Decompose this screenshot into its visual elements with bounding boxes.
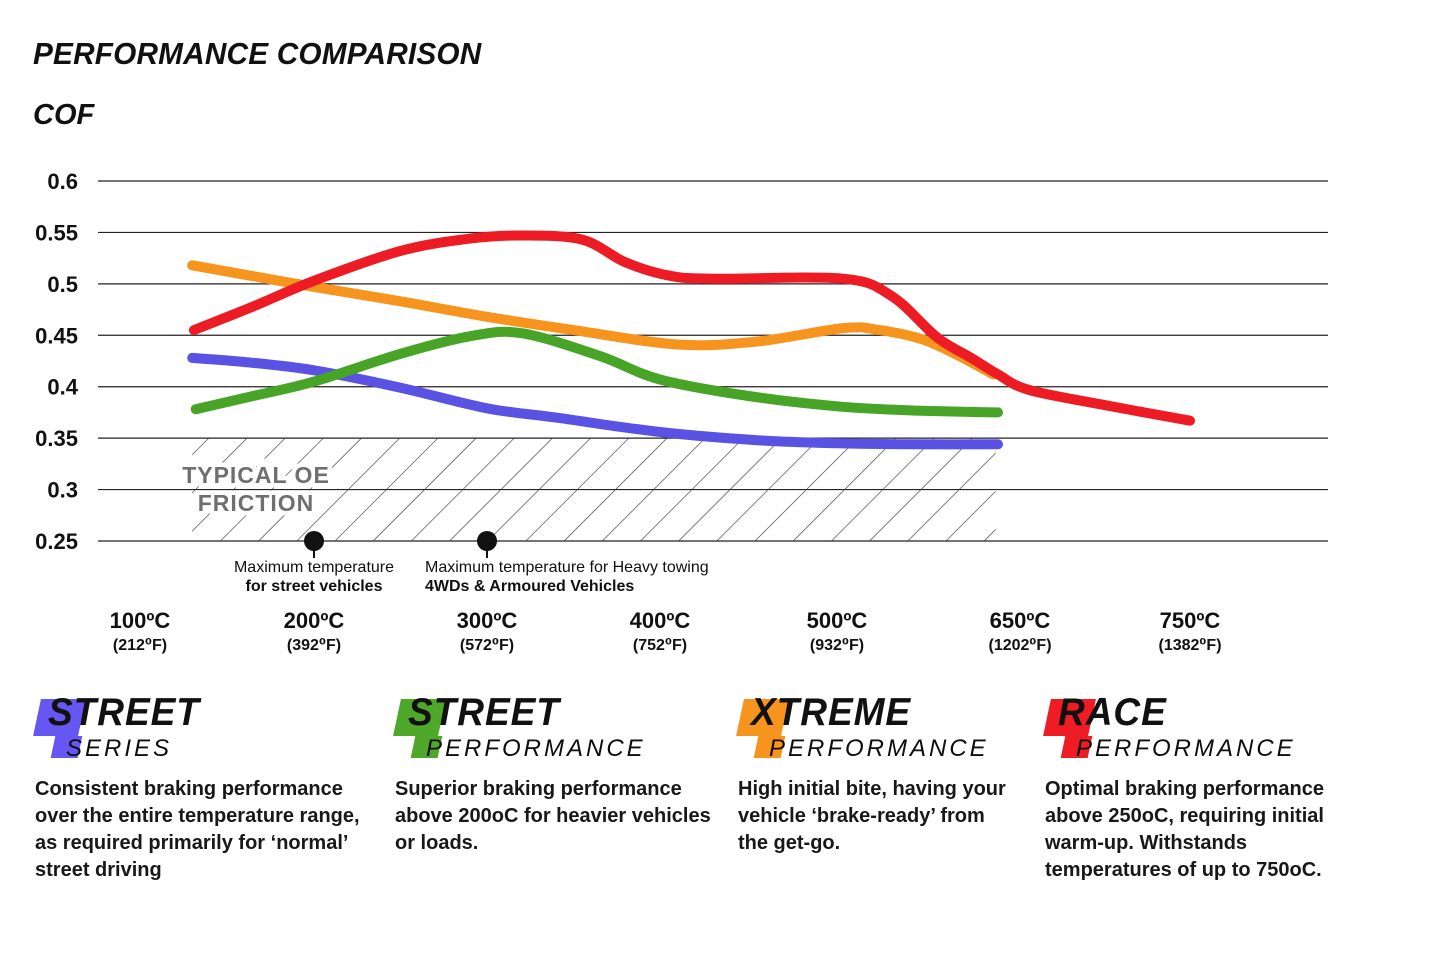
- y-tick-label: 0.25: [35, 529, 78, 554]
- series-line-xtreme-performance: [187, 260, 999, 380]
- oe-friction-zone: [192, 438, 996, 541]
- marker-label: Maximum temperature for Heavy towing: [425, 559, 709, 576]
- y-tick-label: 0.4: [47, 375, 78, 400]
- x-tick-label: 200ºC: [284, 608, 345, 633]
- marker-label: for street vehicles: [246, 578, 383, 595]
- x-tick-label: 100ºC: [110, 608, 171, 633]
- y-tick-label: 0.55: [35, 220, 78, 245]
- series-line-street-series: [187, 352, 1003, 450]
- x-tick-label: 650ºC: [990, 608, 1051, 633]
- legend-street-performance: STREET PERFORMANCE Superior braking perf…: [393, 691, 717, 857]
- legend-race-performance: RACE PERFORMANCE Optimal braking perform…: [1043, 691, 1367, 884]
- x-tick-sublabel: (392⁰F): [287, 637, 341, 654]
- legend-description: Consistent braking performance over the …: [35, 778, 360, 881]
- oe-zone-label: FRICTION: [198, 490, 315, 516]
- street-series-logo: STREET SERIES: [33, 691, 365, 762]
- legend-street-series: STREET SERIES Consistent braking perform…: [33, 691, 365, 884]
- brand-word2: PERFORMANCE: [769, 735, 989, 762]
- series-line-street-performance: [190, 326, 1003, 418]
- y-tick-label: 0.6: [47, 169, 78, 194]
- cof-line-chart: 0.6 0.55 0.5 0.45 0.4 0.35 0.3 0.25 TYPICAL OEFR…: [35, 169, 1328, 654]
- legend-description: High initial bite, having your vehicle ‘…: [738, 778, 1006, 854]
- series-line-race-performance: [188, 230, 1195, 426]
- marker-dot: [477, 530, 497, 551]
- x-tick-label: 500ºC: [807, 608, 868, 633]
- x-tick-sublabel: (1382⁰F): [1158, 637, 1221, 654]
- marker-label: Maximum temperature: [234, 559, 394, 576]
- x-tick-label: 750ºC: [1160, 608, 1221, 633]
- x-tick-sublabel: (752⁰F): [633, 637, 687, 654]
- x-tick-label: 400ºC: [630, 608, 691, 633]
- brand-word1: RACE: [1058, 691, 1167, 734]
- brand-word2: PERFORMANCE: [426, 735, 646, 762]
- legend-description: Optimal braking performance above 250oC,…: [1045, 778, 1324, 881]
- brand-word2: SERIES: [66, 735, 173, 762]
- x-tick-sublabel: (932⁰F): [810, 637, 864, 654]
- legend-description: Superior braking performance above 200oC…: [395, 778, 711, 854]
- brand-word2: PERFORMANCE: [1076, 735, 1296, 762]
- marker-dot: [304, 530, 324, 551]
- marker-label: 4WDs & Armoured Vehicles: [425, 578, 634, 595]
- y-tick-label: 0.35: [35, 426, 78, 451]
- brand-word1: STREET: [48, 691, 200, 734]
- oe-zone-label: TYPICAL OE: [182, 462, 330, 488]
- legend-xtreme-performance: XTREME PERFORMANCE High initial bite, ha…: [736, 691, 1013, 857]
- race-performance-logo: RACE PERFORMANCE: [1043, 691, 1367, 762]
- brand-word1: STREET: [408, 691, 560, 734]
- page-title: PERFORMANCE COMPARISON: [33, 36, 482, 71]
- x-tick-sublabel: (1202⁰F): [988, 637, 1051, 654]
- y-tick-label: 0.45: [35, 323, 78, 348]
- xtreme-performance-logo: XTREME PERFORMANCE: [736, 691, 1013, 762]
- y-axis-title: COF: [33, 99, 95, 131]
- y-tick-label: 0.3: [47, 478, 78, 503]
- x-tick-label: 300ºC: [457, 608, 518, 633]
- brand-word1: XTREME: [751, 691, 912, 734]
- x-tick-sublabel: (212⁰F): [113, 637, 167, 654]
- x-tick-sublabel: (572⁰F): [460, 637, 514, 654]
- y-tick-label: 0.5: [47, 272, 78, 297]
- street-performance-logo: STREET PERFORMANCE: [393, 691, 717, 762]
- legend-row: STREET SERIES Consistent braking perform…: [0, 691, 1445, 968]
